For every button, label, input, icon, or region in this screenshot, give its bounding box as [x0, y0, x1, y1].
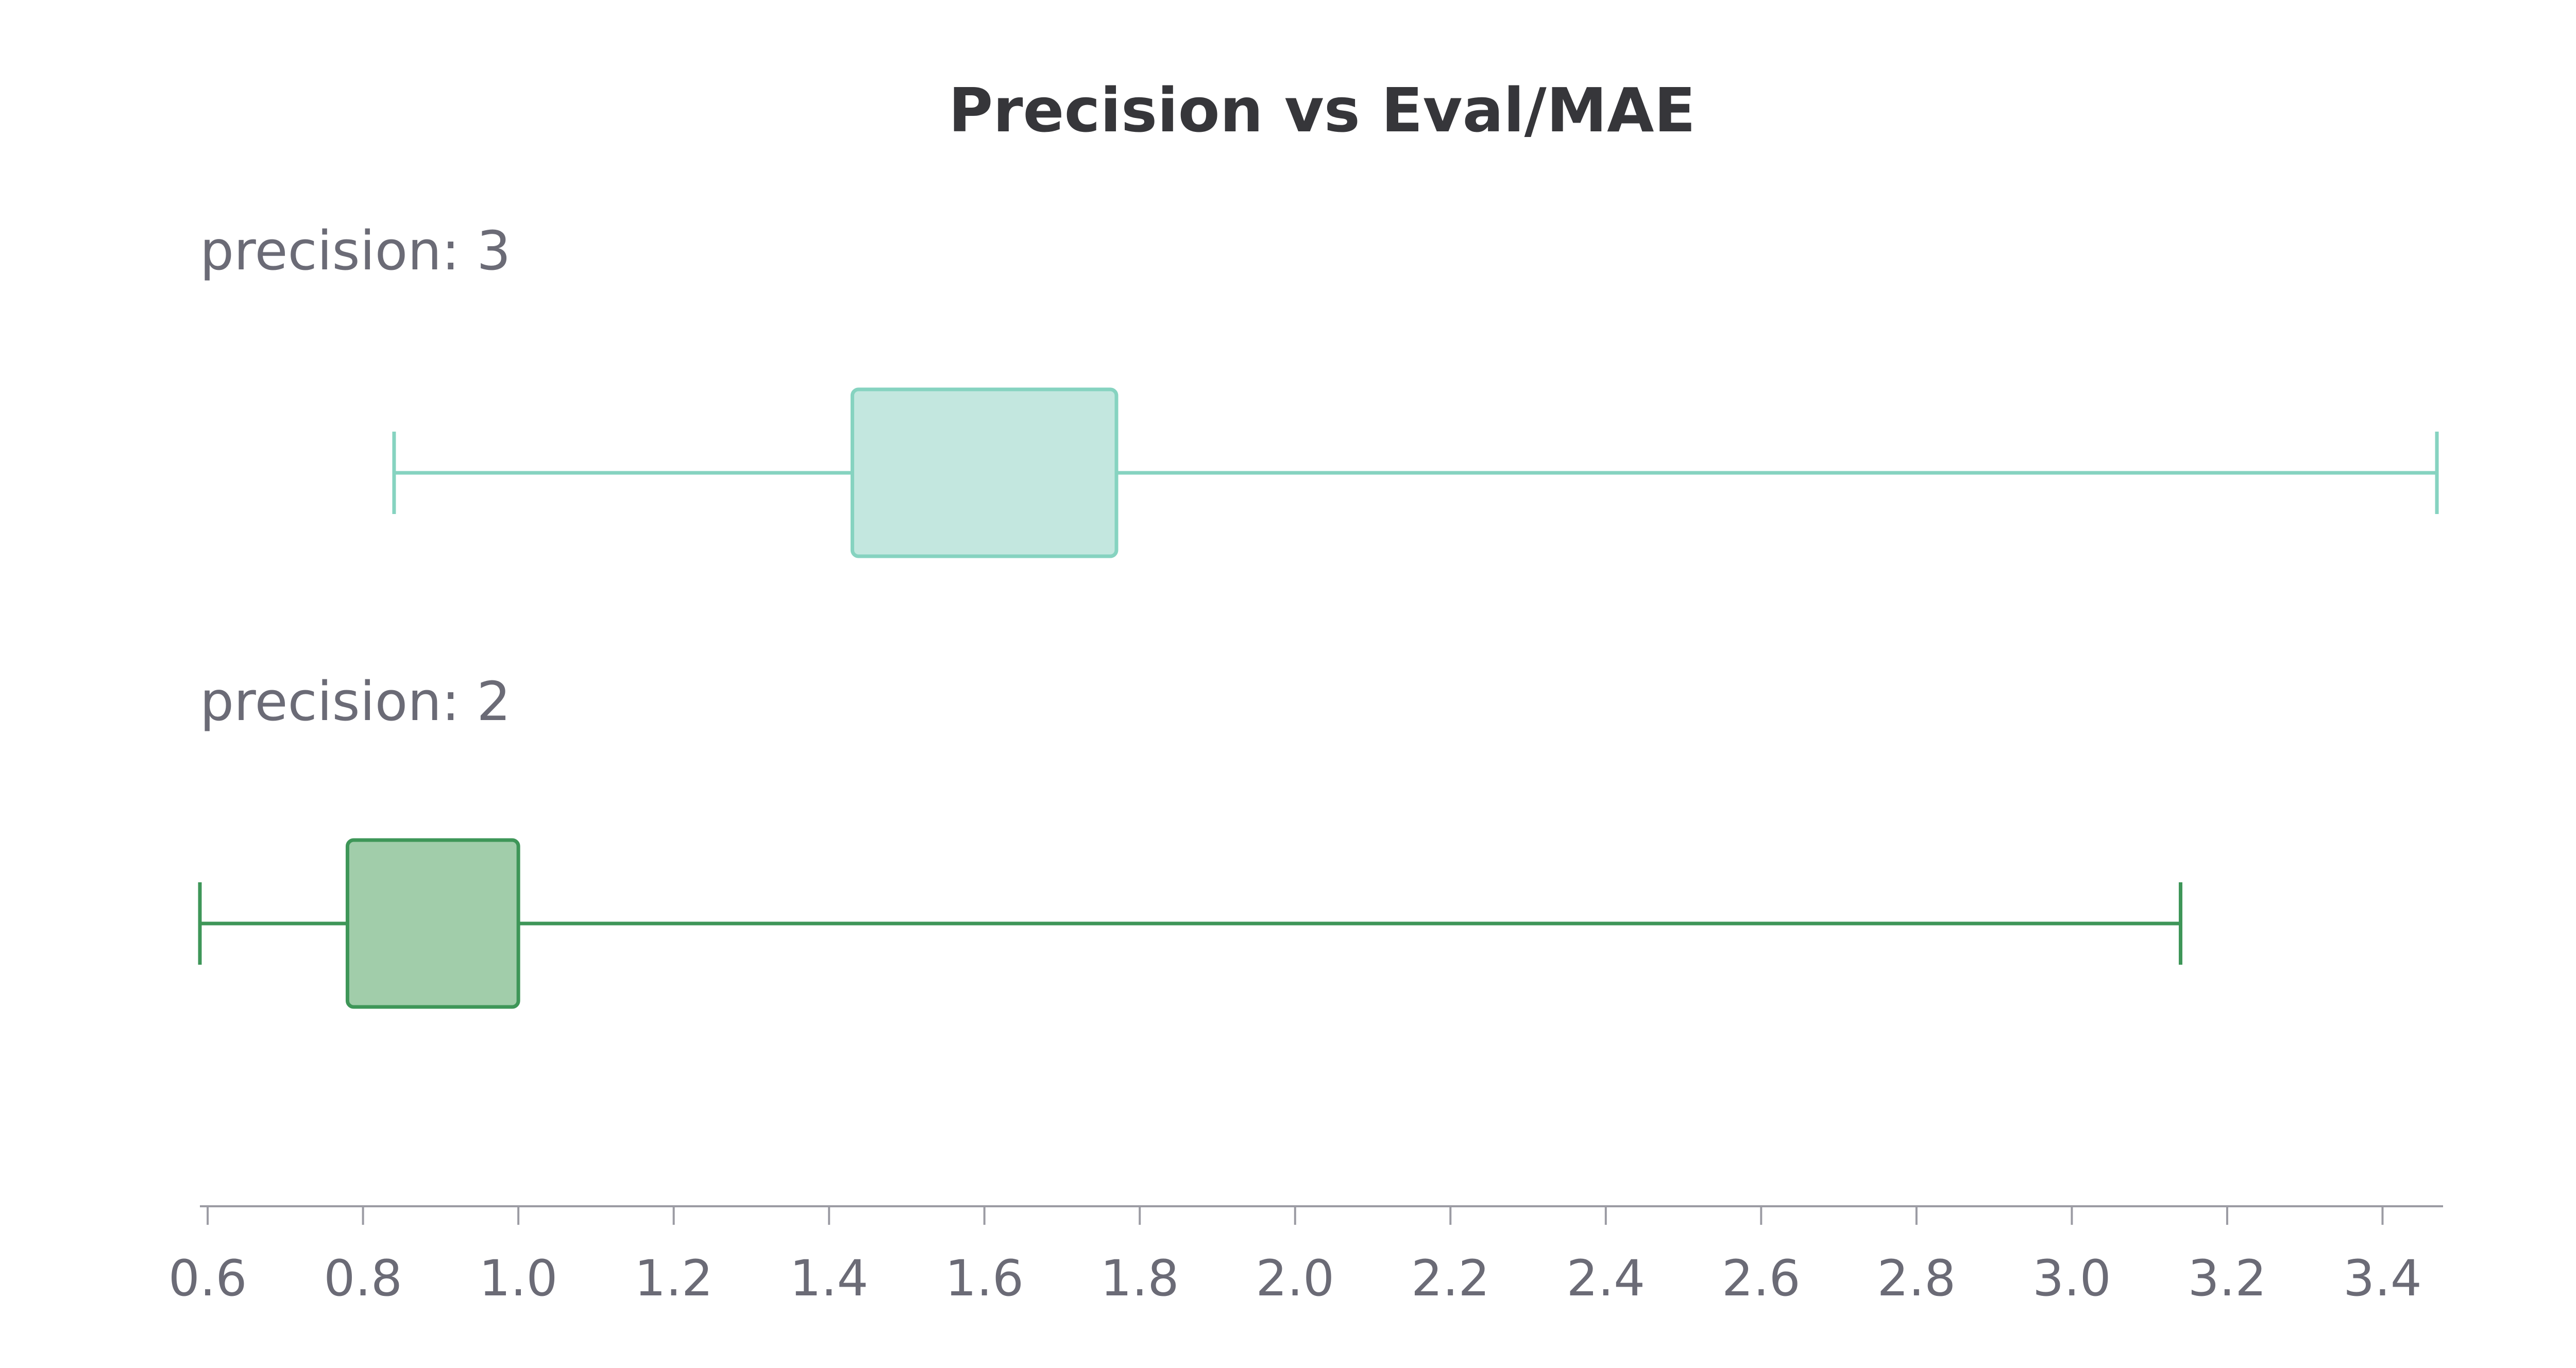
iqr-box [345, 838, 520, 1009]
boxes-layer: precision: 3 precision: 2 [198, 219, 2439, 1009]
box-group: precision: 3 [200, 219, 2439, 558]
chart-title: Precision vs Eval/MAE [948, 75, 1696, 146]
x-tick-label: 3.4 [2343, 1250, 2422, 1307]
x-tick-label: 3.2 [2188, 1250, 2267, 1307]
x-tick-label: 1.2 [634, 1250, 713, 1307]
x-axis: 0.6 0.8 1.0 1.2 1.4 1.6 1.8 2.0 2.2 2.4 2.6 2.8 3.0 3… [168, 1205, 2443, 1307]
x-tick-label: 3.0 [2032, 1250, 2111, 1307]
x-tick-label: 0.8 [324, 1250, 402, 1307]
x-tick-label: 2.2 [1411, 1250, 1490, 1307]
x-tick-label: 2.6 [1722, 1250, 1801, 1307]
x-tick-label: 1.6 [945, 1250, 1024, 1307]
x-tick-label: 2.8 [1877, 1250, 1956, 1307]
group-label: precision: 3 [200, 219, 511, 282]
x-tick-label: 1.8 [1100, 1250, 1179, 1307]
x-tick-label: 1.0 [479, 1250, 558, 1307]
x-tick-label: 0.6 [168, 1250, 247, 1307]
box-group: precision: 2 [198, 670, 2182, 1009]
x-tick-label: 2.4 [1566, 1250, 1645, 1307]
x-tick-label: 1.4 [790, 1250, 869, 1307]
group-label: precision: 2 [200, 670, 511, 733]
iqr-box [850, 387, 1118, 558]
x-tick-label: 2.0 [1256, 1250, 1334, 1307]
